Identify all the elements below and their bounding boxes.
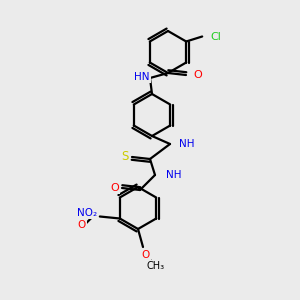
Text: O: O (78, 220, 86, 230)
Text: NH: NH (166, 170, 182, 180)
Text: S: S (121, 151, 129, 164)
Text: O: O (111, 183, 119, 193)
Text: Cl: Cl (210, 32, 221, 41)
Text: HN: HN (134, 72, 150, 82)
Text: O: O (142, 250, 150, 260)
Text: NO₂: NO₂ (77, 208, 97, 218)
Text: O: O (193, 70, 202, 80)
Text: NH: NH (179, 139, 194, 149)
Text: CH₃: CH₃ (147, 261, 165, 271)
